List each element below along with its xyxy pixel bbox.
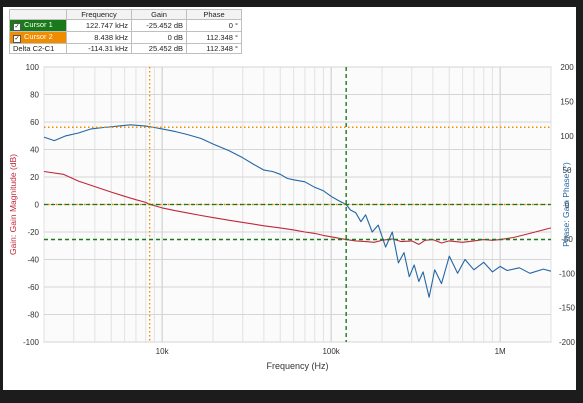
y-left-tick-label: -40 (27, 256, 39, 265)
bode-plot-panel: Frequency Gain Phase ✓ Cursor 1 122.747 k… (3, 7, 576, 390)
x-tick-label: 1M (495, 347, 506, 356)
y-right-tick-label: -150 (559, 304, 576, 313)
y-left-tick-label: -80 (27, 311, 39, 320)
x-tick-label: 10k (156, 347, 170, 356)
y-right-tick-label: -100 (559, 269, 576, 278)
y-left-tick-label: -20 (27, 228, 39, 237)
y-left-tick-label: 0 (35, 201, 40, 210)
delta-phase: 112.348 ° (186, 43, 242, 54)
y-right-tick-label: 150 (560, 97, 574, 106)
y-right-tick-label: -50 (561, 235, 573, 244)
y-left-tick-label: 40 (30, 146, 39, 155)
y-right-axis-title: Phase: Gain Phase (°) (561, 162, 571, 247)
cursor-row[interactable]: ✓ Cursor 1 122.747 kHz -25.452 dB 0 ° (9, 19, 242, 32)
y-right-tick-label: 100 (560, 132, 574, 141)
cursor-2-cell[interactable]: ✓ Cursor 2 (9, 31, 67, 44)
x-tick-label: 100k (322, 347, 340, 356)
y-left-tick-label: 100 (26, 63, 40, 72)
gain-phase-line (43, 124, 552, 298)
gain-magnitude-line (43, 170, 552, 245)
cursor-1-name: Cursor 1 (24, 20, 53, 29)
y-left-tick-label: -100 (23, 338, 40, 347)
bode-chart[interactable]: 100806040200-20-40-60-80-100200150100500… (3, 7, 576, 390)
cursor-2-name: Cursor 2 (24, 32, 53, 41)
y-left-tick-label: 20 (30, 173, 39, 182)
cursor-table-header: Frequency Gain Phase (9, 9, 242, 20)
cursor-row[interactable]: ✓ Cursor 2 8.438 kHz 0 dB 112.348 ° (9, 31, 242, 44)
delta-row: Delta C2-C1 -114.31 kHz 25.452 dB 112.34… (9, 43, 242, 54)
x-axis-title: Frequency (Hz) (266, 361, 328, 371)
y-left-tick-label: 80 (30, 91, 39, 100)
y-left-axis-title: Gain: Gain Magnitude (dB) (8, 154, 18, 255)
y-left-tick-label: 60 (30, 118, 39, 127)
cursor-1-checkbox[interactable]: ✓ (13, 23, 21, 31)
y-left-tick-label: -60 (27, 283, 39, 292)
y-right-tick-label: 0 (565, 201, 570, 210)
y-right-tick-label: 50 (563, 166, 572, 175)
cursor-table: Frequency Gain Phase ✓ Cursor 1 122.747 k… (9, 9, 242, 54)
cursor-2-checkbox[interactable]: ✓ (13, 35, 21, 43)
y-right-tick-label: 200 (560, 63, 574, 72)
y-right-tick-label: -200 (559, 338, 576, 347)
